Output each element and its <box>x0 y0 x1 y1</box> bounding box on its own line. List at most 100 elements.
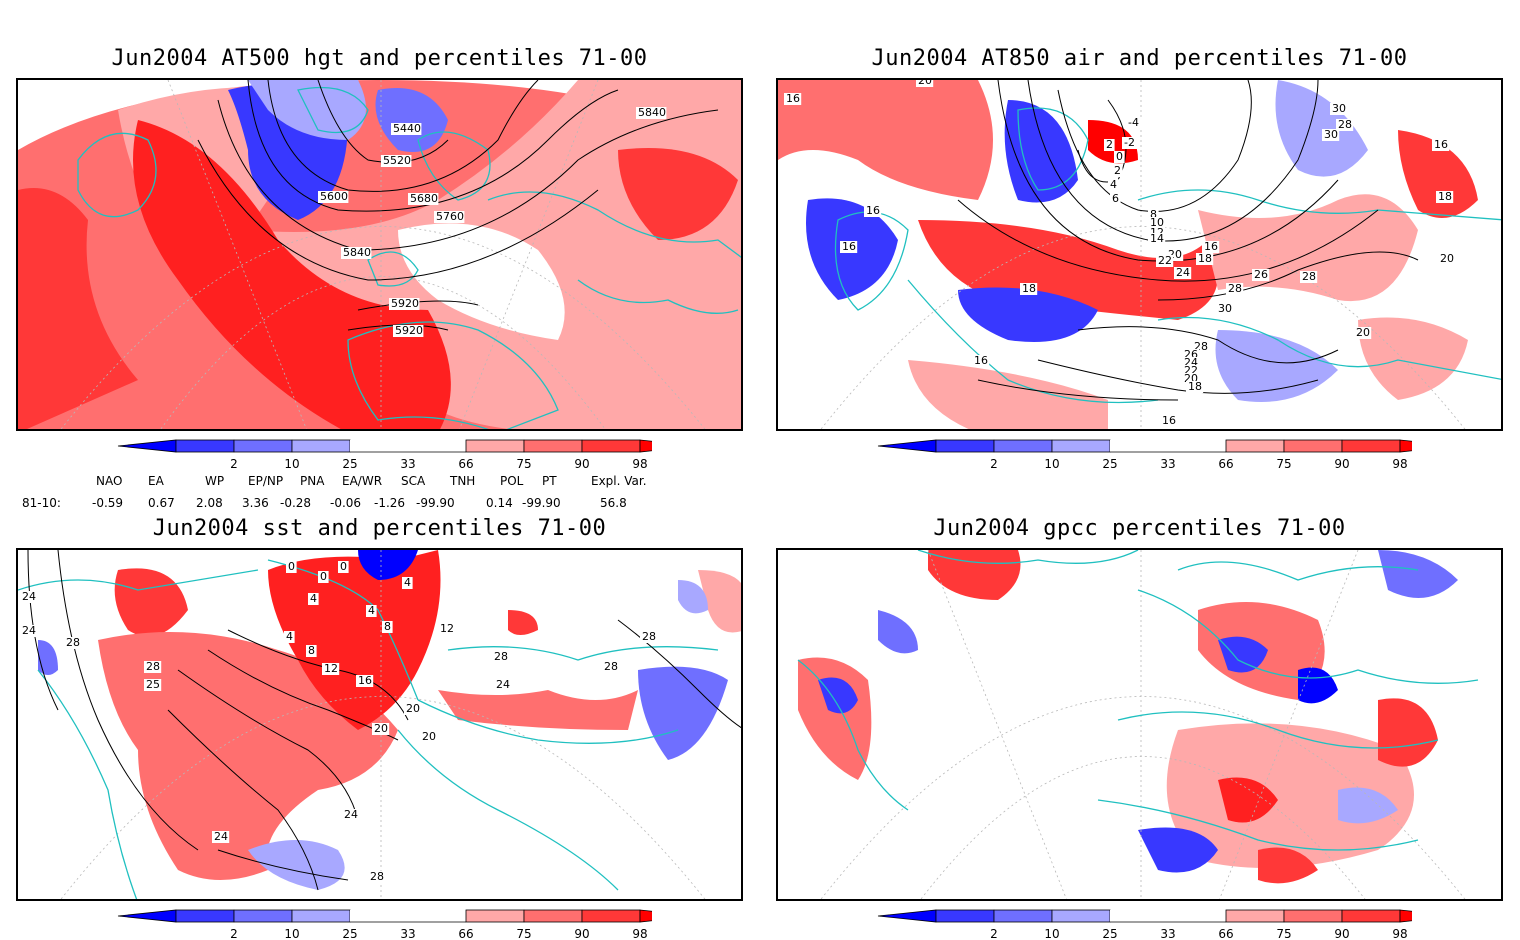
panel-title-sst: Jun2004 sst and percentiles 71-00 <box>152 516 607 541</box>
colorbar-segment <box>175 439 235 453</box>
contour-label: -4 <box>1128 116 1139 129</box>
contour-label: 0 <box>340 560 347 573</box>
contour-label: 20 <box>422 730 436 743</box>
map-panel-sst: 24 24 28 28 25 0 4 0 0 4 4 8 4 8 12 12 16 20 20 24 20 28 24 28 2… <box>16 548 743 901</box>
contour-label-bg <box>636 107 667 119</box>
colorbar-tick-label: 66 <box>1218 927 1233 940</box>
contour-label: 4 <box>310 592 317 605</box>
colorbar-segment <box>1051 909 1111 923</box>
contour-label: 20 <box>1440 252 1454 265</box>
contour-label: 18 <box>1022 282 1036 295</box>
index-value-pt: -99.90 <box>522 496 561 510</box>
colorbar-segment <box>1341 909 1401 923</box>
colorbar-segment <box>993 439 1053 453</box>
index-header-pna: PNA <box>300 474 325 488</box>
index-value-eawr: -0.06 <box>330 496 362 510</box>
contour-label-bg <box>20 591 38 603</box>
colorbar-segment <box>408 440 466 452</box>
colorbar-tick-label: 75 <box>516 927 531 940</box>
colorbar-segment <box>581 439 641 453</box>
contour-label: 6 <box>1112 192 1119 205</box>
colorbar-tick-label: 66 <box>458 457 473 471</box>
contour-label-bg <box>1186 381 1204 393</box>
colorbar-segment <box>1225 439 1285 453</box>
map-sst: 2424282825040044848121216202024202824282… <box>18 550 741 899</box>
colorbar-segment <box>350 910 408 922</box>
colorbar-tick-label: 10 <box>1044 457 1059 471</box>
colorbar-segment <box>1283 909 1343 923</box>
contour-label: 5680 <box>410 192 438 205</box>
colorbar-tick-label: 10 <box>284 927 299 940</box>
index-value-wp: 2.08 <box>196 496 223 510</box>
contour-label-bg <box>368 871 386 883</box>
contour-label: 18 <box>1438 190 1452 203</box>
colorbar-segment <box>291 909 351 923</box>
contour-label-bg <box>391 123 422 135</box>
contour-label-bg <box>1122 137 1140 149</box>
colorbar-tick-label: 25 <box>342 927 357 940</box>
contour-label-bg <box>1436 191 1454 203</box>
index-header-tnh: TNH <box>450 474 476 488</box>
contour-label: 0 <box>288 560 295 573</box>
contour-label-bg <box>1174 267 1192 279</box>
index-header-epnp: EP/NP <box>248 474 284 488</box>
contour-label-bg <box>420 731 438 743</box>
contour-label: 16 <box>1434 138 1448 151</box>
contour-label-bg <box>20 625 38 637</box>
contour-label-bg <box>1252 269 1270 281</box>
contour-label-bg <box>212 831 230 843</box>
contour-label: 24 <box>344 808 358 821</box>
colorbar-tick-label: 98 <box>632 457 647 471</box>
contour-label-bg <box>494 679 512 691</box>
contour-label: 8 <box>1150 208 1157 221</box>
colorbar-tick-label: 75 <box>1276 927 1291 940</box>
index-header-eawr: EA/WR <box>342 474 383 488</box>
colorbar-segment <box>1110 910 1168 922</box>
contour-label: 22 <box>1158 254 1172 267</box>
contour-label-bg <box>1104 139 1115 151</box>
contour-label-bg <box>1148 233 1166 245</box>
contour-label: 30 <box>1332 102 1346 115</box>
colorbar-arrow-high <box>639 439 652 453</box>
contour-label: 16 <box>358 674 372 687</box>
colorbar-segment <box>233 909 293 923</box>
contour-label-bg <box>402 577 413 589</box>
colorbar-tick-label: 2 <box>230 457 238 471</box>
contour-label-bg <box>382 621 393 633</box>
contour-label-bg <box>356 675 374 687</box>
index-value-epnp: 3.36 <box>242 496 269 510</box>
contour-label: 28 <box>1338 118 1352 131</box>
contour-label-bg <box>393 325 424 337</box>
contour-label-bg <box>341 247 372 259</box>
colorbar-segment <box>993 909 1053 923</box>
index-value-tnh: -99.90 <box>416 496 455 510</box>
contour-label: 25 <box>146 678 160 691</box>
contour-label: 4 <box>1110 178 1117 191</box>
map-panel-gpcc <box>776 548 1503 901</box>
contour-label-bg <box>1226 283 1244 295</box>
colorbar-tick-label: 2 <box>230 927 238 940</box>
colorbar-tick-label: 33 <box>400 927 415 940</box>
contour-label-bg <box>1336 119 1354 131</box>
contour-label: 28 <box>1228 282 1242 295</box>
colorbar-arrow-low <box>877 439 937 453</box>
contour-label: 8 <box>384 620 391 633</box>
contour-label: 0 <box>1116 150 1123 163</box>
contour-label: 24 <box>22 590 36 603</box>
contour-label: 24 <box>496 678 510 691</box>
contour-label: 4 <box>404 576 411 589</box>
contour-label-bg <box>1020 283 1038 295</box>
colorbar-sst: 2 10 25 33 66 75 90 98 <box>117 909 652 940</box>
colorbar-tick-label: 98 <box>1392 927 1407 940</box>
contour-label-bg <box>1156 255 1174 267</box>
colorbar-segment <box>233 439 293 453</box>
colorbar-tick-label: 33 <box>1160 457 1175 471</box>
contour-label-bg <box>1110 193 1121 205</box>
map-panel-air: 16 20 -4 -2 2 0 2 4 6 8 10 12 14 16 18 20 22 24 26 28 30 28 26… <box>776 78 1503 431</box>
contour-label-bg <box>144 661 162 673</box>
contour-label-bg <box>864 205 882 217</box>
contour-label-bg <box>438 623 456 635</box>
colorbar-tick-label: 90 <box>1334 927 1349 940</box>
colorbar-segment <box>935 439 995 453</box>
contour-label-bg <box>1432 139 1450 151</box>
